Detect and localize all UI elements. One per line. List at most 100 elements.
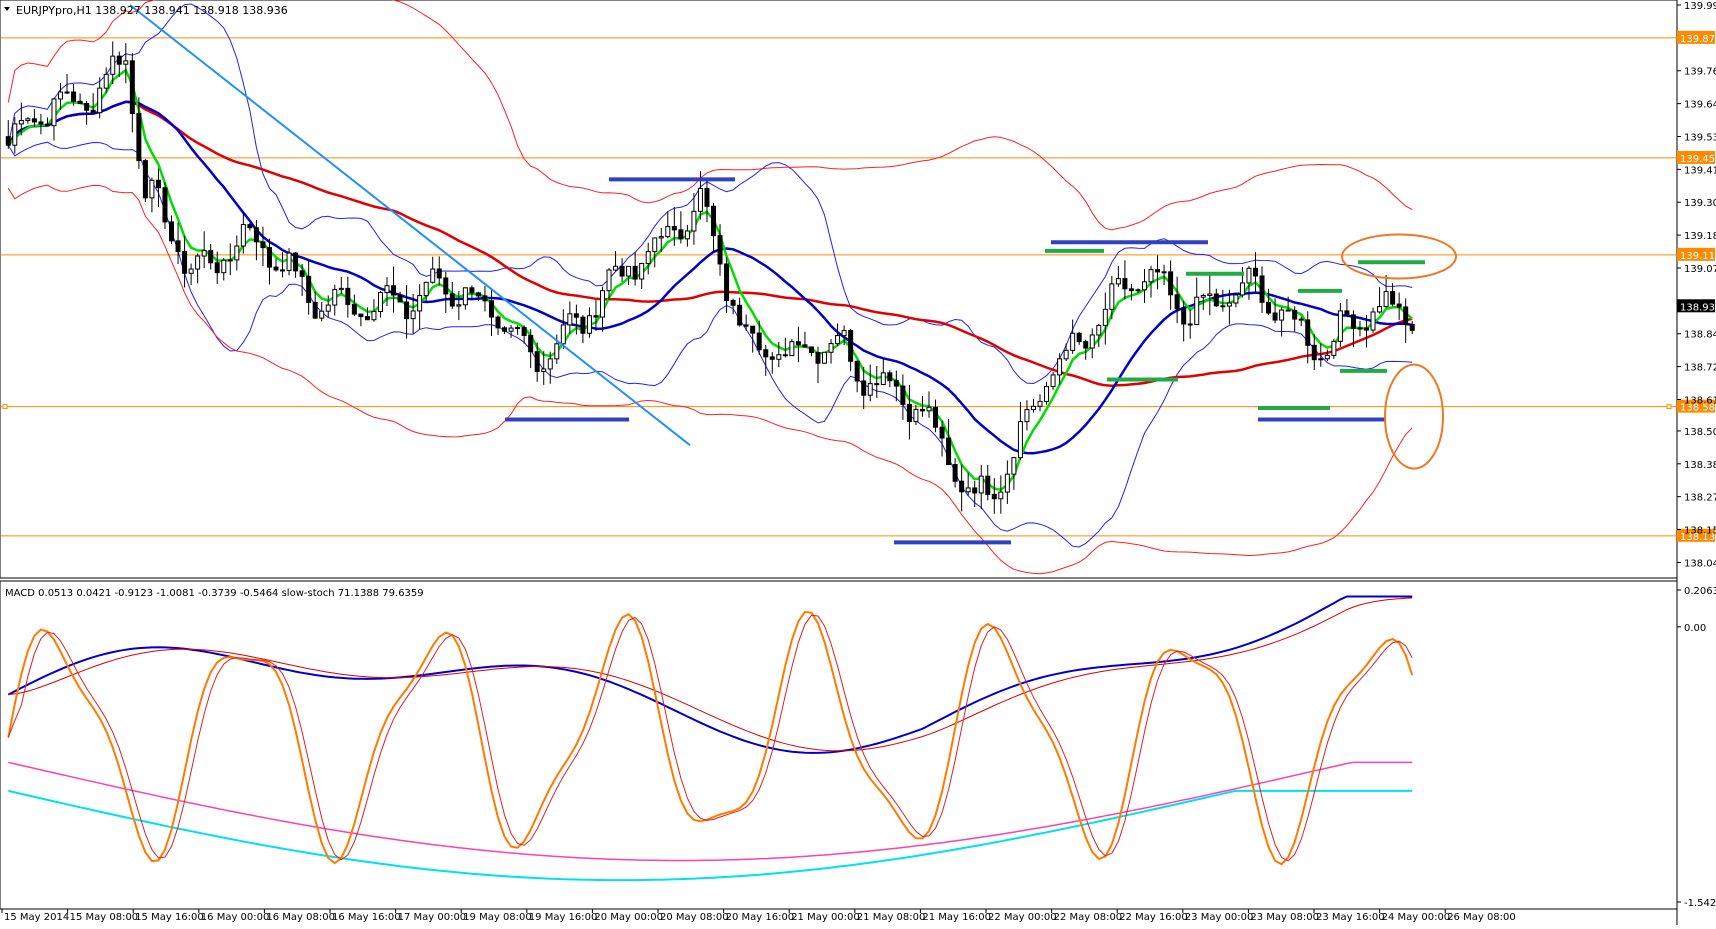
candle-body [626,265,632,277]
candle-body [391,285,397,296]
candle-body [1161,271,1167,274]
candle-body [129,60,135,114]
current-price-label: 138.936 [1680,302,1716,313]
candle-body [1011,457,1017,475]
candle-body [946,437,952,466]
price-tick-label: 138.840 [1684,330,1716,341]
horizontal-levels[interactable]: 139.875 139.455 139.116 138.585 138.133 138.9… [1,30,1716,543]
highlight-ellipse[interactable] [1341,233,1457,280]
candle-body [893,380,899,387]
ma-fast-line [7,68,1414,492]
candle-body [1331,340,1337,356]
bollinger-bands [7,0,1413,575]
candle-body [1318,358,1324,361]
candle-body [227,259,233,262]
candle-body [906,403,912,423]
candlesticks [5,41,1415,514]
level-price-tag [1677,399,1715,413]
candle-body [959,480,965,493]
candle-body [776,354,782,360]
candle-body [1122,278,1128,290]
price-tick-label: 138.385 [1684,460,1716,471]
candle-body [90,109,96,114]
main-chart-frame [0,0,1678,579]
time-tick-label: 21 May 16:00 [922,912,991,923]
level-price-tag [1677,30,1715,44]
chart-menu[interactable] [4,7,10,11]
candle-body [737,304,743,326]
candle-body [1364,327,1370,331]
candle-body [110,55,116,75]
candle-body [1128,288,1134,292]
candle-body [1194,296,1200,325]
candle-body [495,316,501,329]
candle-body [802,344,808,348]
indicator-lines [7,595,1414,882]
price-tick-label: 138.155 [1684,526,1716,537]
candle-body [1350,314,1356,329]
candle-body [1252,267,1258,277]
candle-body [384,285,390,294]
candle-body [214,262,220,274]
candle-body [142,160,148,199]
candle-body [1279,309,1285,321]
candle-body [371,311,377,321]
highlight-ellipse[interactable] [1384,363,1444,470]
candle-body [1181,308,1187,325]
candle-body [541,368,547,372]
candle-body [639,262,645,280]
candle-body [697,188,703,212]
level-price-label: 139.875 [1680,34,1716,45]
candle-body [711,205,717,237]
price-tick-label: 139.300 [1684,198,1716,209]
candle-body [462,287,468,306]
candle-body [926,406,932,412]
drawing-objects[interactable] [129,4,1457,545]
candle-body [795,341,801,346]
candle-body [874,383,880,386]
candle-body [116,55,122,65]
candle-body [1272,312,1278,321]
candle-body [808,346,814,354]
candle-body [430,268,436,283]
candle-body [123,60,129,65]
candle-body [1135,289,1141,292]
candle-body [900,385,906,405]
candle-body [1403,306,1409,325]
candle-body [822,351,828,364]
trend-line[interactable] [129,4,691,447]
candle-body [985,475,991,495]
candle-body [1383,291,1389,308]
moving-averages [7,68,1414,492]
candle-body [939,426,945,439]
level-price-label: 139.455 [1680,154,1716,165]
bollinger-upper-blue [7,3,1413,385]
candle-body [632,265,638,280]
level-price-tag [1677,528,1715,542]
candle-body [508,327,514,332]
time-tick-label: 24 May 00:00 [1382,912,1451,923]
indicator-frame [0,580,1678,910]
candle-body [861,380,867,396]
current-price-tag [1677,299,1715,313]
triangle-down-icon[interactable] [4,7,10,11]
candle-body [502,327,508,332]
level-handle-right[interactable] [1666,404,1672,410]
candle-body [188,268,194,274]
candle-body [5,136,11,146]
candle-body [567,313,573,326]
candle-body [12,123,18,146]
level-handle-left[interactable] [2,404,8,410]
candle-body [1305,319,1311,346]
candle-body [1409,323,1415,331]
candle-body [1148,269,1154,283]
candle-body [972,487,978,494]
candle-body [64,91,70,94]
candle-body [606,269,612,292]
candle-body [1017,421,1023,459]
price-tick-label: 138.270 [1684,493,1716,504]
price-tick-label: 139.530 [1684,132,1716,143]
slow-line-cyan [8,789,1413,882]
